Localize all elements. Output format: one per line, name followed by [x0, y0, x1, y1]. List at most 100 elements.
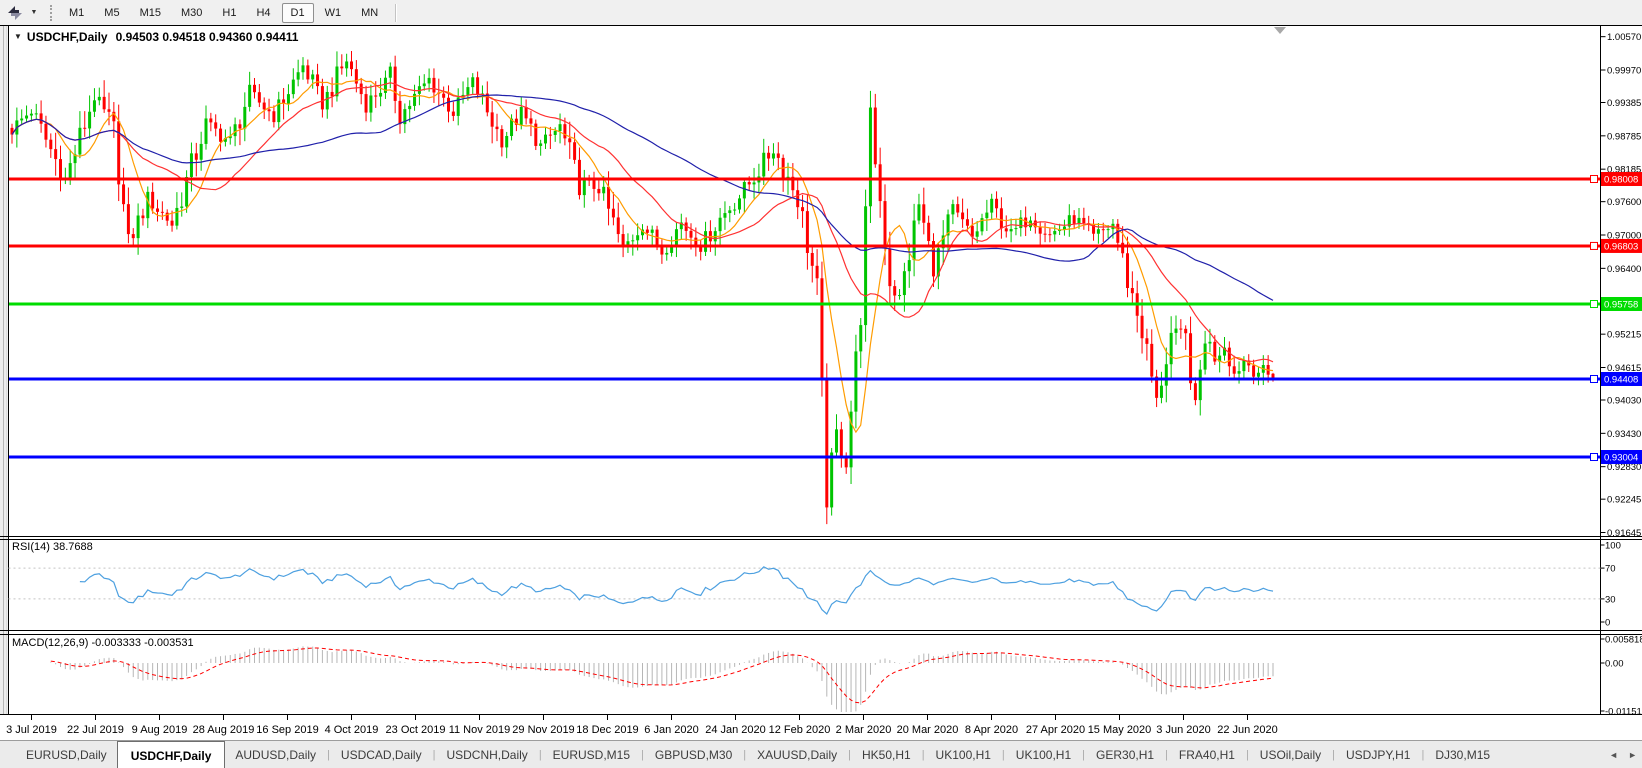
rsi-indicator-label: RSI(14) 38.7688: [12, 541, 93, 553]
tab-separator: |: [1001, 749, 1005, 761]
svg-text:15 May 2020: 15 May 2020: [1088, 724, 1152, 736]
timeframe-button-m15[interactable]: M15: [139, 6, 161, 19]
chart-tab-usdcad-daily[interactable]: USDCAD,Daily: [340, 748, 422, 762]
pane-backgrounds: [0, 25, 1642, 740]
svg-text:70: 70: [1605, 564, 1616, 575]
svg-text:0.95758: 0.95758: [1604, 300, 1638, 311]
rsi-levels: [8, 567, 1601, 600]
tab-scroll-right-icon[interactable]: ►: [1628, 750, 1637, 760]
chart-tab-dj30-m15[interactable]: DJ30,M15: [1435, 748, 1491, 762]
timeframe-button-m5[interactable]: M5: [104, 6, 120, 19]
chart-tab-ger30-h1[interactable]: GER30,H1: [1096, 748, 1155, 762]
tab-separator: |: [1421, 749, 1425, 761]
chart-tab-usdcnh-daily[interactable]: USDCNH,Daily: [446, 748, 528, 762]
macd-histogram: [50, 646, 1274, 712]
chart-tab-xauusd-daily[interactable]: XAUUSD,Daily: [757, 748, 838, 762]
time-axis[interactable]: 3 Jul 2019 22 Jul 2019 9 Aug 2019 28 Aug 20…: [6, 714, 1278, 737]
symbol-label: USDCHF,Daily: [26, 30, 108, 44]
svg-text:2 Mar 2020: 2 Mar 2020: [836, 724, 892, 736]
svg-text:0.99970: 0.99970: [1607, 66, 1641, 77]
tab-separator: |: [327, 749, 330, 761]
timeframe-button-w1[interactable]: W1: [324, 6, 342, 19]
svg-text:0.00: 0.00: [1605, 659, 1624, 670]
chart-tab-hk50-h1[interactable]: HK50,H1: [861, 748, 911, 762]
svg-text:0.98785: 0.98785: [1607, 131, 1641, 142]
dropdown-caret-icon[interactable]: ▼: [30, 9, 38, 16]
svg-text:27 Apr 2020: 27 Apr 2020: [1026, 724, 1085, 736]
chart-tab-strip: EURUSD,Daily USDCHF,Daily AUDUSD,Daily | USD…: [0, 740, 1500, 768]
svg-text:23 Oct 2019: 23 Oct 2019: [386, 724, 446, 736]
svg-text:6 Jan 2020: 6 Jan 2020: [644, 724, 698, 736]
tab-separator: |: [921, 749, 925, 761]
price-line-labels: 0.98008 0.96803 0.95758 0.94408 0.93004: [1590, 172, 1642, 464]
chart-profiles-button[interactable]: [3, 3, 27, 23]
svg-text:28 Aug 2019: 28 Aug 2019: [193, 724, 255, 736]
toolbar-separator: [395, 3, 398, 22]
collapse-triangle-icon[interactable]: ▼: [14, 32, 22, 41]
chart-tab-audusd-daily[interactable]: AUDUSD,Daily: [235, 748, 317, 762]
rsi-line: [79, 566, 1274, 615]
svg-text:3 Jun 2020: 3 Jun 2020: [1156, 724, 1210, 736]
svg-text:12 Feb 2020: 12 Feb 2020: [769, 724, 831, 736]
svg-text:0.96803: 0.96803: [1604, 241, 1638, 252]
svg-text:0.94615: 0.94615: [1607, 363, 1641, 374]
svg-text:24 Jan 2020: 24 Jan 2020: [705, 724, 766, 736]
tab-scroll-left-icon[interactable]: ◄: [1609, 750, 1619, 760]
svg-text:1.00570: 1.00570: [1607, 32, 1641, 43]
chart-tab-gbpusd-m30[interactable]: GBPUSD,M30: [654, 748, 733, 762]
svg-text:29 Nov 2019: 29 Nov 2019: [512, 724, 574, 736]
horizontal-price-lines[interactable]: [8, 177, 1642, 459]
svg-text:0.97600: 0.97600: [1607, 197, 1641, 208]
tab-separator: |: [641, 749, 644, 761]
tab-separator: |: [848, 749, 851, 761]
dual-arrows-icon: [8, 5, 22, 20]
rsi-axis[interactable]: 100 70 30 0: [1600, 541, 1621, 629]
svg-text:18 Dec 2019: 18 Dec 2019: [576, 724, 638, 736]
svg-text:-0.01151: -0.01151: [1605, 707, 1642, 718]
ma-mid-line: [11, 82, 1274, 363]
timeframe-group: M1 M5 M15 M30 H1 H4 D1 W1 MN: [59, 2, 388, 23]
svg-text:0.99385: 0.99385: [1607, 98, 1641, 109]
chart-tab-usoil-daily[interactable]: USOil,Daily: [1259, 748, 1322, 762]
svg-text:0.005818: 0.005818: [1605, 635, 1642, 646]
svg-text:0.97000: 0.97000: [1607, 231, 1641, 242]
tab-separator: |: [743, 749, 747, 761]
ohlc-values: 0.94503 0.94518 0.94360 0.94411: [115, 30, 299, 44]
chart-tab-usdchf-daily[interactable]: USDCHF,Daily: [116, 740, 226, 768]
chart-canvas[interactable]: 1.00570 0.99970 0.99385 0.98785 0.98185 0.976…: [0, 0, 1642, 740]
chart-tab-fra40-h1[interactable]: FRA40,H1: [1178, 748, 1235, 762]
price-axis[interactable]: 1.00570 0.99970 0.99385 0.98785 0.98185 0.976…: [1600, 32, 1642, 539]
chart-tab-uk100-h1[interactable]: UK100,H1: [1015, 748, 1072, 762]
svg-text:30: 30: [1605, 594, 1616, 605]
svg-text:16 Sep 2019: 16 Sep 2019: [256, 724, 318, 736]
chart-title: ▼ USDCHF,Daily 0.94503 0.94518 0.94360 0.9…: [14, 30, 298, 44]
chart-tab-eurusd-daily[interactable]: EURUSD,Daily: [26, 748, 107, 762]
svg-text:3 Jul 2019: 3 Jul 2019: [6, 724, 57, 736]
toolbar: ▼ M1 M5 M15 M30 H1 H4 D1 W1 MN: [0, 0, 1642, 25]
svg-text:0.94030: 0.94030: [1607, 396, 1641, 407]
macd-axis[interactable]: 0.005818 0.00 -0.01151: [1600, 635, 1642, 718]
svg-text:0.93004: 0.93004: [1604, 453, 1638, 464]
timeframe-button-h1[interactable]: H1: [222, 6, 237, 19]
chart-tab-eurusd-m15[interactable]: EURUSD,M15: [552, 748, 631, 762]
svg-text:9 Aug 2019: 9 Aug 2019: [132, 724, 188, 736]
timeframe-button-mn[interactable]: MN: [361, 6, 379, 19]
timeframe-button-m30[interactable]: M30: [180, 6, 203, 19]
timeframe-button-d1[interactable]: D1: [281, 2, 314, 23]
tab-separator: |: [1165, 749, 1168, 761]
toolbar-gripper: [50, 4, 52, 21]
tab-separator: |: [1332, 749, 1335, 761]
chart-tab-uk100-h1[interactable]: UK100,H1: [935, 748, 991, 762]
svg-text:11 Nov 2019: 11 Nov 2019: [449, 724, 511, 736]
scroll-to-end-marker-icon: [1274, 27, 1286, 34]
svg-text:0.94408: 0.94408: [1604, 375, 1638, 386]
tab-scroll-buttons: ◄ ►: [1609, 741, 1637, 768]
chart-tab-usdjpy-h1[interactable]: USDJPY,H1: [1346, 748, 1411, 762]
svg-text:0.93430: 0.93430: [1607, 429, 1641, 440]
svg-text:4 Oct 2019: 4 Oct 2019: [325, 724, 379, 736]
svg-text:8 Apr 2020: 8 Apr 2020: [965, 724, 1018, 736]
svg-text:20 Mar 2020: 20 Mar 2020: [897, 724, 959, 736]
svg-text:0.92245: 0.92245: [1607, 495, 1641, 506]
timeframe-button-h4[interactable]: H4: [256, 6, 271, 19]
timeframe-button-m1[interactable]: M1: [69, 6, 85, 19]
